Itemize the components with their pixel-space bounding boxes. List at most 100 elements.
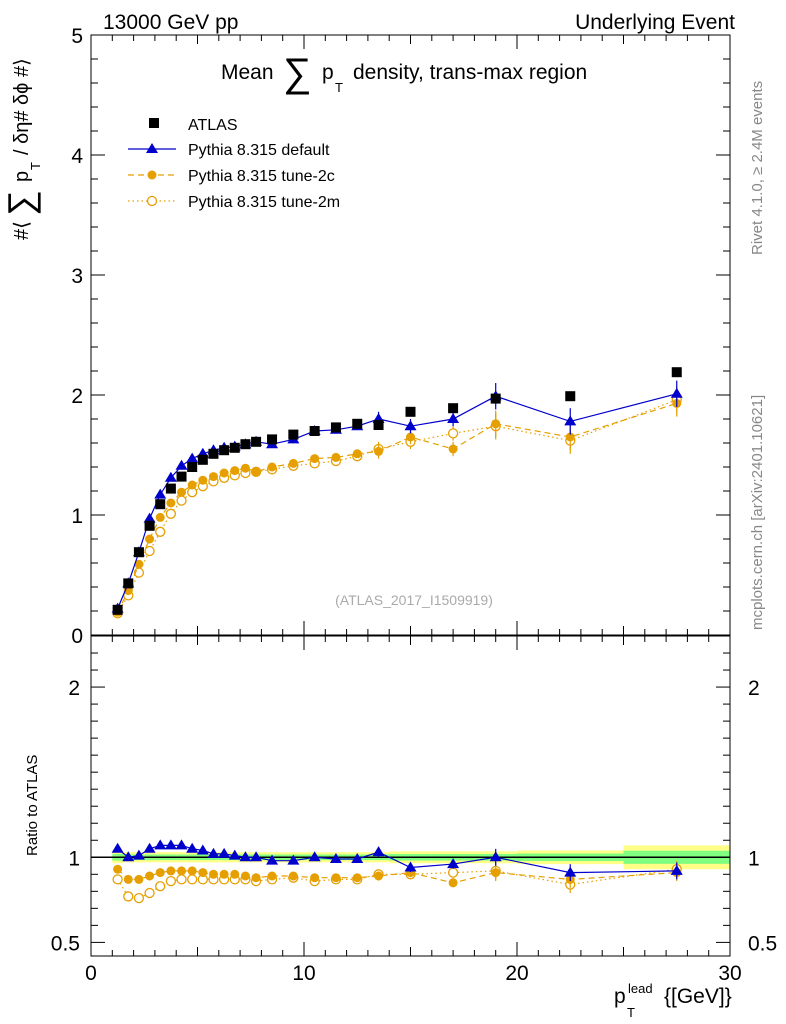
series-line-tune2c — [117, 402, 677, 613]
data-point-default — [329, 852, 342, 863]
data-point-default — [154, 839, 167, 850]
data-point-default — [175, 839, 188, 850]
data-point-data — [671, 367, 682, 378]
series-line-default — [117, 393, 677, 609]
series-default — [111, 380, 683, 613]
data-point-tune2c — [187, 480, 197, 490]
data-point-default — [207, 847, 220, 858]
main-y-tick-label: 0 — [71, 625, 83, 648]
data-point-tune2c — [374, 446, 384, 456]
legend-entry-tune2m: Pythia 8.315 tune-2m — [128, 194, 340, 211]
series-tune2m — [112, 860, 682, 904]
data-point-default — [250, 851, 263, 862]
legend-marker-default — [146, 143, 158, 153]
data-point-tune2c — [267, 871, 277, 881]
ratio-y-tick-label-right: 1 — [748, 847, 760, 870]
data-point-data — [197, 454, 208, 465]
series-default — [111, 839, 683, 882]
series-tune2c — [113, 864, 682, 888]
data-point-data — [208, 448, 219, 459]
data-point-tune2m — [155, 526, 166, 537]
data-point-data — [155, 499, 166, 510]
x-tick-label: 10 — [292, 962, 315, 985]
data-point-tune2m — [144, 545, 155, 557]
data-point-default — [143, 512, 156, 523]
series-data — [112, 367, 682, 615]
ratio-y-tick-label-left: 0.5 — [51, 932, 80, 955]
x-tick-label: 0 — [85, 962, 97, 985]
legend-label-tune2c: Pythia 8.315 tune-2c — [188, 168, 335, 185]
data-point-default — [186, 452, 199, 463]
data-point-default — [218, 847, 231, 858]
data-point-tune2c — [198, 868, 208, 878]
data-point-tune2c — [251, 873, 261, 883]
data-point-tune2c — [230, 466, 240, 476]
data-point-tune2c — [113, 864, 123, 874]
data-point-data — [288, 429, 299, 440]
ylabel-ratio: Ratio to ATLAS — [24, 755, 41, 856]
data-point-data — [219, 445, 230, 456]
data-point-tune2m — [123, 891, 134, 902]
data-point-tune2c — [230, 869, 240, 879]
main-y-tick-label: 4 — [71, 145, 83, 168]
data-point-tune2c — [288, 871, 298, 881]
legend-marker-tune2c — [147, 170, 157, 180]
data-point-default — [154, 488, 167, 499]
xlabel-unit: {[GeV]} — [664, 985, 732, 1008]
data-point-tune2c — [267, 462, 277, 472]
data-point-data — [373, 420, 384, 430]
data-point-default — [404, 861, 417, 872]
analysis-watermark: (ATLAS_2017_I1509919) — [335, 592, 493, 608]
data-point-tune2m — [155, 881, 166, 892]
data-point-tune2m — [176, 495, 187, 506]
data-point-default — [287, 854, 300, 865]
main-y-tick-label: 1 — [71, 505, 83, 528]
data-point-tune2c — [134, 559, 144, 569]
data-point-default — [266, 854, 279, 865]
data-point-default — [670, 864, 683, 875]
data-point-data — [240, 439, 251, 450]
title-sub: T — [335, 80, 343, 95]
ratio-y-tick-label-left: 1 — [68, 847, 80, 870]
ratio-y-tick-label-left: 2 — [68, 677, 80, 700]
data-point-tune2c — [166, 498, 176, 508]
data-point-tune2m — [447, 428, 459, 439]
data-point-tune2c — [406, 432, 415, 442]
data-point-data — [251, 436, 262, 447]
xlabel-p: p — [614, 985, 626, 1008]
main-y-tick-label: 5 — [71, 25, 83, 48]
data-point-tune2c — [198, 475, 208, 485]
data-point-tune2m — [447, 867, 459, 878]
title-prefix: Mean — [221, 61, 274, 84]
data-point-tune2c — [155, 868, 165, 878]
main-panel: 0 1 2 3 4 5 — [71, 25, 731, 648]
series-tune2c — [113, 390, 682, 617]
data-point-default — [372, 846, 385, 857]
data-point-tune2c — [145, 534, 155, 544]
data-point-tune2c — [374, 871, 384, 881]
main-y-tick-label: 2 — [71, 385, 83, 408]
legend-label-atlas: ATLAS — [188, 117, 238, 134]
data-point-default — [143, 842, 156, 853]
x-tick-label: 20 — [505, 962, 528, 985]
ylabel-sum-symbol: ∑ — [0, 190, 41, 216]
data-point-tune2m — [112, 874, 123, 885]
data-point-tune2m — [144, 887, 155, 899]
ylabel-main-b: / δη# δϕ #⟩ — [11, 58, 33, 155]
data-point-tune2c — [155, 512, 165, 522]
legend-label-default: Pythia 8.315 default — [188, 142, 330, 159]
data-point-default — [447, 858, 460, 869]
data-point-default — [111, 842, 124, 853]
data-point-tune2c — [288, 458, 298, 468]
rivet-label: Rivet 4.1.0, ≥ 2.4M events — [749, 81, 766, 255]
data-point-tune2c — [251, 467, 261, 477]
main-frame — [90, 34, 731, 636]
data-point-default — [122, 851, 135, 862]
data-point-data — [123, 578, 134, 589]
xlabel: p lead T {[GeV]} — [614, 981, 732, 1020]
data-point-data — [309, 426, 320, 436]
title-sum-symbol: ∑ — [283, 51, 312, 95]
ratio-frame — [90, 635, 731, 957]
data-point-data — [112, 604, 123, 615]
